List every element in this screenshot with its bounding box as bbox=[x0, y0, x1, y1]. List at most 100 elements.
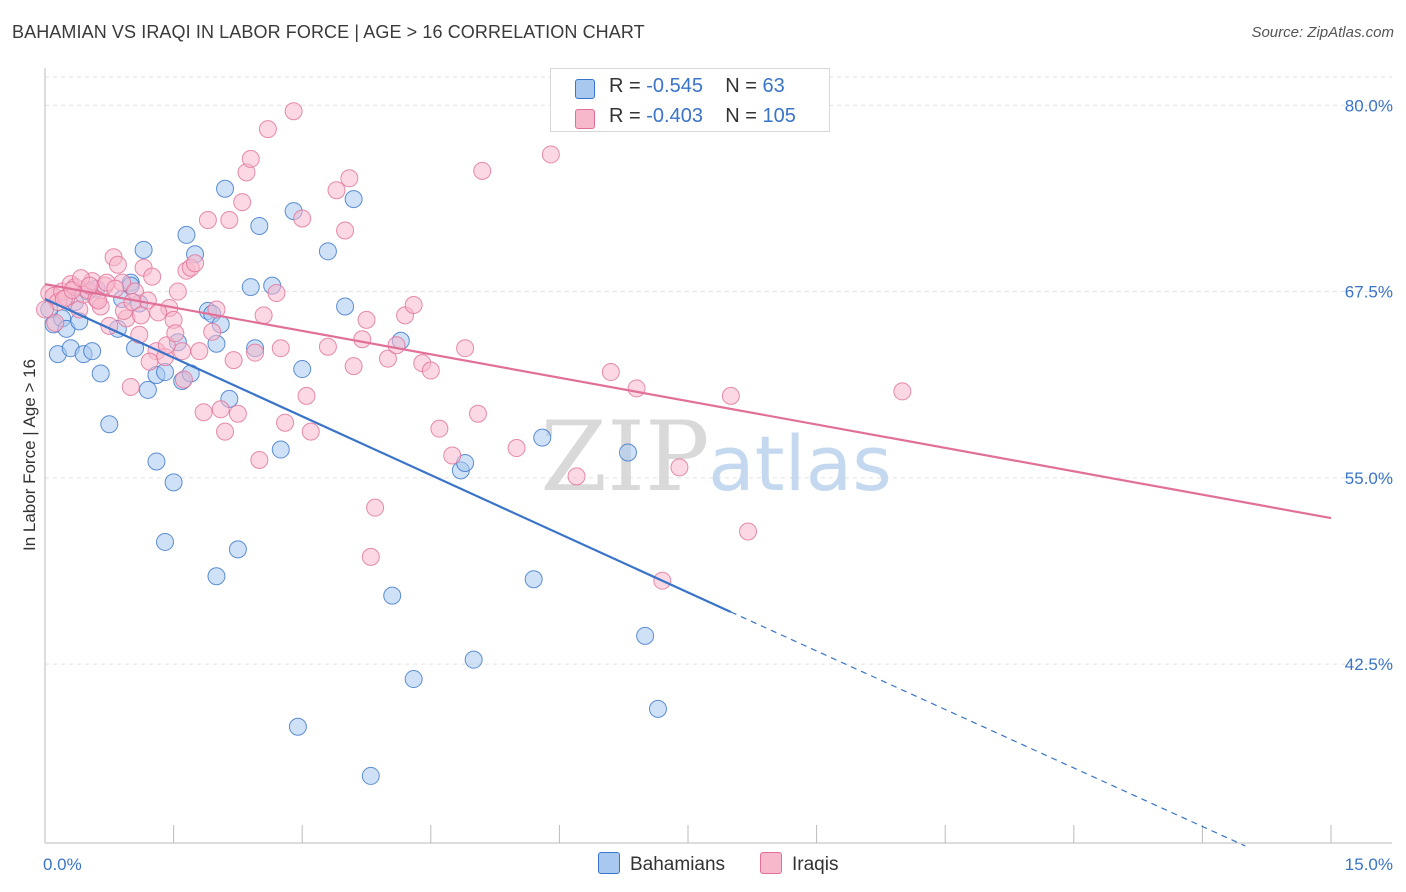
data-point bbox=[211, 400, 230, 419]
data-point bbox=[203, 322, 222, 341]
data-point bbox=[233, 193, 252, 212]
data-point bbox=[36, 300, 54, 319]
data-point bbox=[250, 216, 269, 235]
data-point bbox=[456, 339, 475, 358]
data-point bbox=[194, 403, 213, 422]
legend-item-iraqis[interactable]: Iraqis bbox=[760, 852, 838, 876]
data-point bbox=[464, 650, 483, 669]
data-point bbox=[366, 498, 385, 517]
data-point bbox=[164, 473, 183, 492]
data-point bbox=[190, 342, 209, 361]
watermark-atlas: atlas bbox=[708, 419, 892, 508]
data-point bbox=[241, 149, 260, 168]
data-point bbox=[121, 377, 140, 396]
data-point bbox=[627, 379, 646, 398]
data-point bbox=[636, 626, 655, 645]
data-point bbox=[106, 279, 125, 298]
data-point bbox=[344, 357, 363, 376]
data-point bbox=[318, 242, 337, 261]
series-iraqis bbox=[36, 102, 912, 590]
data-point bbox=[216, 422, 235, 441]
stats-row-bahamians: R = -0.545 N = 63 bbox=[551, 73, 829, 103]
data-point bbox=[301, 422, 320, 441]
data-point bbox=[80, 276, 99, 295]
data-point bbox=[353, 330, 372, 349]
data-point bbox=[143, 267, 162, 286]
data-point bbox=[507, 439, 526, 458]
data-point bbox=[254, 306, 273, 325]
chart-title: BAHAMIAN VS IRAQI IN LABOR FORCE | AGE >… bbox=[12, 22, 645, 42]
data-point bbox=[91, 364, 110, 383]
data-point bbox=[618, 443, 637, 462]
data-point bbox=[224, 351, 243, 370]
data-point bbox=[361, 766, 380, 785]
data-point bbox=[134, 240, 153, 259]
n-value: 63 bbox=[762, 75, 785, 97]
data-point bbox=[246, 343, 265, 362]
data-point bbox=[156, 532, 175, 551]
data-point bbox=[228, 540, 247, 559]
legend-label: Iraqis bbox=[792, 854, 839, 875]
stats-text: R = -0.545 N = 63 bbox=[609, 75, 785, 97]
source-label: Source: ZipAtlas.com bbox=[1251, 24, 1394, 41]
data-point bbox=[228, 404, 247, 423]
watermark: ZIP atlas bbox=[540, 401, 891, 513]
data-point bbox=[524, 570, 543, 589]
data-point bbox=[147, 452, 166, 471]
data-point bbox=[318, 337, 337, 356]
n-value: 105 bbox=[762, 105, 796, 127]
data-point bbox=[271, 440, 290, 459]
legend-swatch bbox=[760, 852, 782, 874]
data-point bbox=[166, 324, 185, 343]
x-tick-label-min: 0.0% bbox=[43, 855, 82, 874]
data-point bbox=[404, 670, 423, 689]
data-point bbox=[344, 190, 363, 209]
data-point bbox=[250, 450, 269, 469]
legend-item-bahamians[interactable]: Bahamians bbox=[598, 852, 725, 876]
data-point bbox=[336, 221, 355, 240]
data-point bbox=[378, 349, 397, 368]
y-axis-title: In Labor Force | Age > 16 bbox=[20, 358, 39, 552]
data-point bbox=[46, 313, 65, 332]
trend-line-extension bbox=[730, 611, 1246, 847]
data-point bbox=[670, 458, 689, 477]
trend-line-iraqis bbox=[44, 283, 1332, 520]
trend-line-bahamians bbox=[44, 298, 732, 613]
data-point bbox=[100, 415, 119, 434]
data-point bbox=[567, 467, 586, 486]
data-point bbox=[241, 278, 260, 297]
data-point bbox=[174, 370, 193, 389]
data-point bbox=[648, 699, 667, 718]
data-point bbox=[288, 717, 307, 736]
data-point bbox=[130, 325, 149, 344]
data-point bbox=[89, 291, 108, 310]
data-point bbox=[168, 282, 187, 301]
data-point bbox=[140, 352, 159, 371]
data-point bbox=[173, 342, 192, 361]
x-tick-label-max: 15.0% bbox=[1345, 855, 1393, 874]
data-point bbox=[132, 306, 151, 325]
data-point bbox=[340, 169, 359, 188]
data-point bbox=[533, 428, 552, 447]
data-point bbox=[293, 209, 312, 228]
data-point bbox=[216, 179, 235, 198]
data-point bbox=[284, 102, 303, 121]
tick-labels: 42.5% 55.0% 67.5% 80.0% 0.0% 15.0% bbox=[43, 96, 1393, 874]
data-point bbox=[430, 419, 449, 438]
r-value: -0.403 bbox=[646, 105, 703, 127]
data-point bbox=[468, 404, 487, 423]
data-point bbox=[383, 586, 402, 605]
data-point bbox=[601, 363, 620, 382]
data-point bbox=[357, 310, 376, 329]
data-point bbox=[220, 211, 239, 230]
stats-row-iraqis: R = -0.403 N = 105 bbox=[551, 103, 829, 133]
data-point bbox=[186, 254, 205, 273]
data-point bbox=[387, 336, 406, 355]
data-point bbox=[336, 297, 355, 316]
data-point bbox=[177, 225, 196, 244]
data-point bbox=[267, 284, 286, 303]
stats-legend: R = -0.545 N = 63 R = -0.403 N = 105 bbox=[550, 68, 830, 132]
trend-lines bbox=[44, 283, 1332, 847]
legend-label: Bahamians bbox=[630, 854, 726, 875]
y-tick-label: 80.0% bbox=[1345, 96, 1393, 115]
